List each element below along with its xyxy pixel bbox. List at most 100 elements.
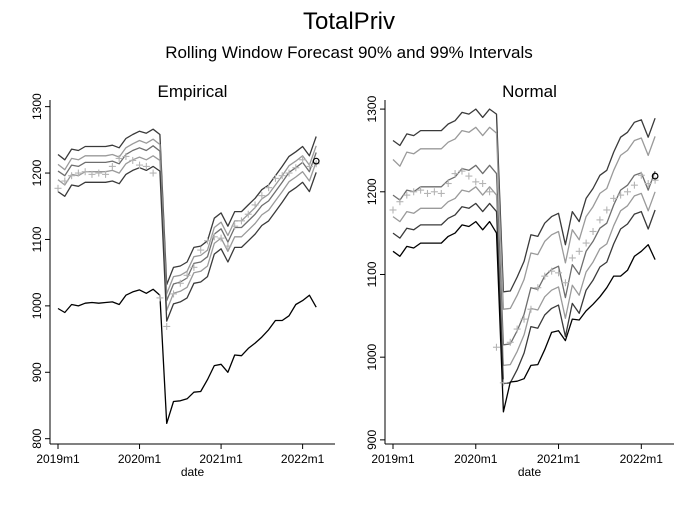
actual-value-marker xyxy=(95,169,103,177)
y-tick-label: 1000 xyxy=(30,292,44,319)
y-tick-label: 1100 xyxy=(30,226,44,252)
series-line-4 xyxy=(392,186,656,367)
actual-value-marker xyxy=(156,294,164,302)
x-tick-label: 2019m1 xyxy=(36,452,80,466)
actual-value-marker xyxy=(492,343,500,351)
actual-value-marker xyxy=(568,254,576,262)
actual-value-marker xyxy=(389,206,397,214)
actual-value-marker xyxy=(81,168,89,176)
actual-value-marker xyxy=(610,194,618,202)
actual-value-marker xyxy=(74,169,82,177)
y-tick-label: 1100 xyxy=(365,261,379,287)
actual-value-marker xyxy=(575,247,583,255)
actual-value-marker xyxy=(88,170,96,178)
y-tick-label: 1300 xyxy=(30,93,44,120)
panel-title: Empirical xyxy=(158,82,228,101)
actual-value-marker xyxy=(68,172,76,180)
series-line-3 xyxy=(392,164,656,346)
series-line-4 xyxy=(57,155,317,312)
y-tick-label: 1200 xyxy=(30,159,44,186)
actual-value-marker xyxy=(548,267,556,275)
x-tick-label: 2020m1 xyxy=(454,452,498,466)
actual-value-marker xyxy=(465,172,473,180)
y-tick-label: 1200 xyxy=(365,178,379,205)
y-tick-label: 900 xyxy=(365,430,379,450)
actual-value-marker xyxy=(251,201,259,209)
actual-value-marker xyxy=(444,180,452,188)
panel-empirical: Empirical 800 900 1000 1100 1200 1300 2019m1 202… xyxy=(30,82,335,479)
actual-value-marker xyxy=(513,325,521,333)
actual-value-marker xyxy=(163,322,171,330)
actual-value-marker xyxy=(292,164,300,172)
series-line-5 xyxy=(392,202,656,385)
panel-title: Normal xyxy=(502,82,557,101)
actual-value-marker xyxy=(630,181,638,189)
actual-value-marker xyxy=(149,169,157,177)
y-tick-label: 900 xyxy=(30,362,44,382)
actual-value-marker xyxy=(244,210,252,218)
actual-value-marker xyxy=(108,162,116,170)
actual-value-marker xyxy=(265,184,273,192)
x-tick-label: 2019m1 xyxy=(371,452,415,466)
actual-value-marker xyxy=(637,171,645,179)
actual-value-marker xyxy=(527,305,535,313)
actual-value-marker xyxy=(410,188,418,196)
actual-value-marker xyxy=(299,156,307,164)
actual-value-marker xyxy=(305,162,313,170)
series-line-5 xyxy=(57,165,317,322)
actual-value-marker xyxy=(644,180,652,188)
series-line-1 xyxy=(57,128,317,286)
actual-value-marker xyxy=(115,154,123,162)
actual-value-marker xyxy=(486,188,494,196)
actual-value-marker xyxy=(129,156,137,164)
actual-value-marker xyxy=(54,184,62,192)
actual-value-marker xyxy=(417,186,425,194)
actual-value-marker xyxy=(472,178,480,186)
x-tick-label: 2021m1 xyxy=(537,452,581,466)
actual-value-marker xyxy=(651,176,659,184)
actual-value-marker xyxy=(596,216,604,224)
actual-value-marker xyxy=(624,188,632,196)
actual-value-marker xyxy=(183,271,191,279)
actual-value-marker xyxy=(271,174,279,182)
x-axis-title: date xyxy=(518,465,542,479)
actual-value-marker xyxy=(122,152,130,160)
actual-value-marker xyxy=(142,162,150,170)
actual-value-marker xyxy=(285,169,293,177)
actual-value-marker xyxy=(520,315,528,323)
actual-value-marker xyxy=(203,237,211,245)
actual-value-marker xyxy=(237,217,245,225)
actual-value-marker xyxy=(582,239,590,247)
actual-value-marker xyxy=(217,234,225,242)
series-line-1 xyxy=(392,108,656,293)
x-tick-label: 2022m1 xyxy=(281,452,325,466)
figure-title: TotalPriv xyxy=(302,8,396,35)
actual-value-marker xyxy=(170,290,178,298)
y-tick-label: 1000 xyxy=(365,344,379,371)
actual-value-marker xyxy=(258,192,266,200)
y-tick-label: 800 xyxy=(30,428,44,448)
actual-value-marker xyxy=(278,172,286,180)
actual-value-marker xyxy=(102,170,110,178)
x-tick-label: 2021m1 xyxy=(199,452,243,466)
actual-value-marker xyxy=(190,263,198,271)
actual-value-marker xyxy=(555,269,563,277)
series-line-2 xyxy=(392,126,656,310)
actual-value-marker xyxy=(479,180,487,188)
actual-value-marker xyxy=(176,279,184,287)
last-observation-marker xyxy=(651,172,659,180)
y-tick-label: 1300 xyxy=(365,95,379,122)
series-line-6 xyxy=(57,288,317,425)
actual-value-marker xyxy=(423,189,431,197)
x-axis-title: date xyxy=(181,465,205,479)
actual-value-marker xyxy=(396,198,404,206)
actual-value-marker xyxy=(451,170,459,178)
series-line-6 xyxy=(392,220,656,413)
actual-value-marker xyxy=(589,227,597,235)
actual-value-marker xyxy=(534,284,542,292)
actual-value-marker xyxy=(403,191,411,199)
actual-value-marker xyxy=(499,379,507,387)
actual-value-marker xyxy=(231,222,239,230)
actual-value-marker xyxy=(197,246,205,254)
actual-value-marker xyxy=(541,272,549,280)
